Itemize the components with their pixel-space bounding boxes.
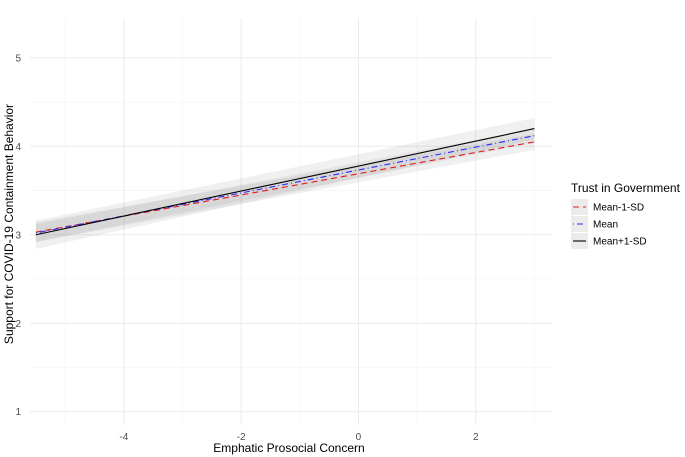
- confidence-ribbons: [35, 117, 535, 249]
- major-gridlines: [30, 18, 552, 425]
- minor-gridlines: [30, 18, 552, 425]
- legend-label: Mean+1-SD: [593, 237, 647, 248]
- legend-key: [571, 199, 588, 215]
- y-tick-label: 4: [15, 142, 21, 153]
- y-tick-label: 1: [15, 407, 21, 418]
- x-tick-labels: -4 -2 0 2: [119, 432, 479, 443]
- y-axis-title: Support for COVID-19 Containment Behavio…: [2, 104, 16, 344]
- x-tick-label: 2: [473, 432, 479, 443]
- series-lines: [35, 128, 535, 236]
- legend-title: Trust in Government: [571, 181, 681, 195]
- legend: Trust in Government Mean-1-SD Mean Mean+1-…: [571, 181, 681, 249]
- x-axis-title: Emphatic Prosocial Concern: [213, 441, 364, 455]
- y-tick-label: 5: [15, 53, 21, 64]
- x-tick-label: -4: [119, 432, 128, 443]
- x-tick-label: -2: [237, 432, 246, 443]
- confidence-ribbon: [35, 133, 535, 242]
- legend-label: Mean-1-SD: [593, 203, 644, 214]
- confidence-ribbon: [35, 128, 535, 242]
- y-tick-label: 2: [15, 319, 21, 330]
- y-tick-label: 3: [15, 230, 21, 241]
- x-tick-label: 0: [356, 432, 362, 443]
- y-tick-labels: 1 2 3 4 5: [15, 53, 21, 418]
- legend-label: Mean: [593, 220, 618, 231]
- series-line: [35, 128, 535, 236]
- confidence-ribbon: [35, 117, 535, 249]
